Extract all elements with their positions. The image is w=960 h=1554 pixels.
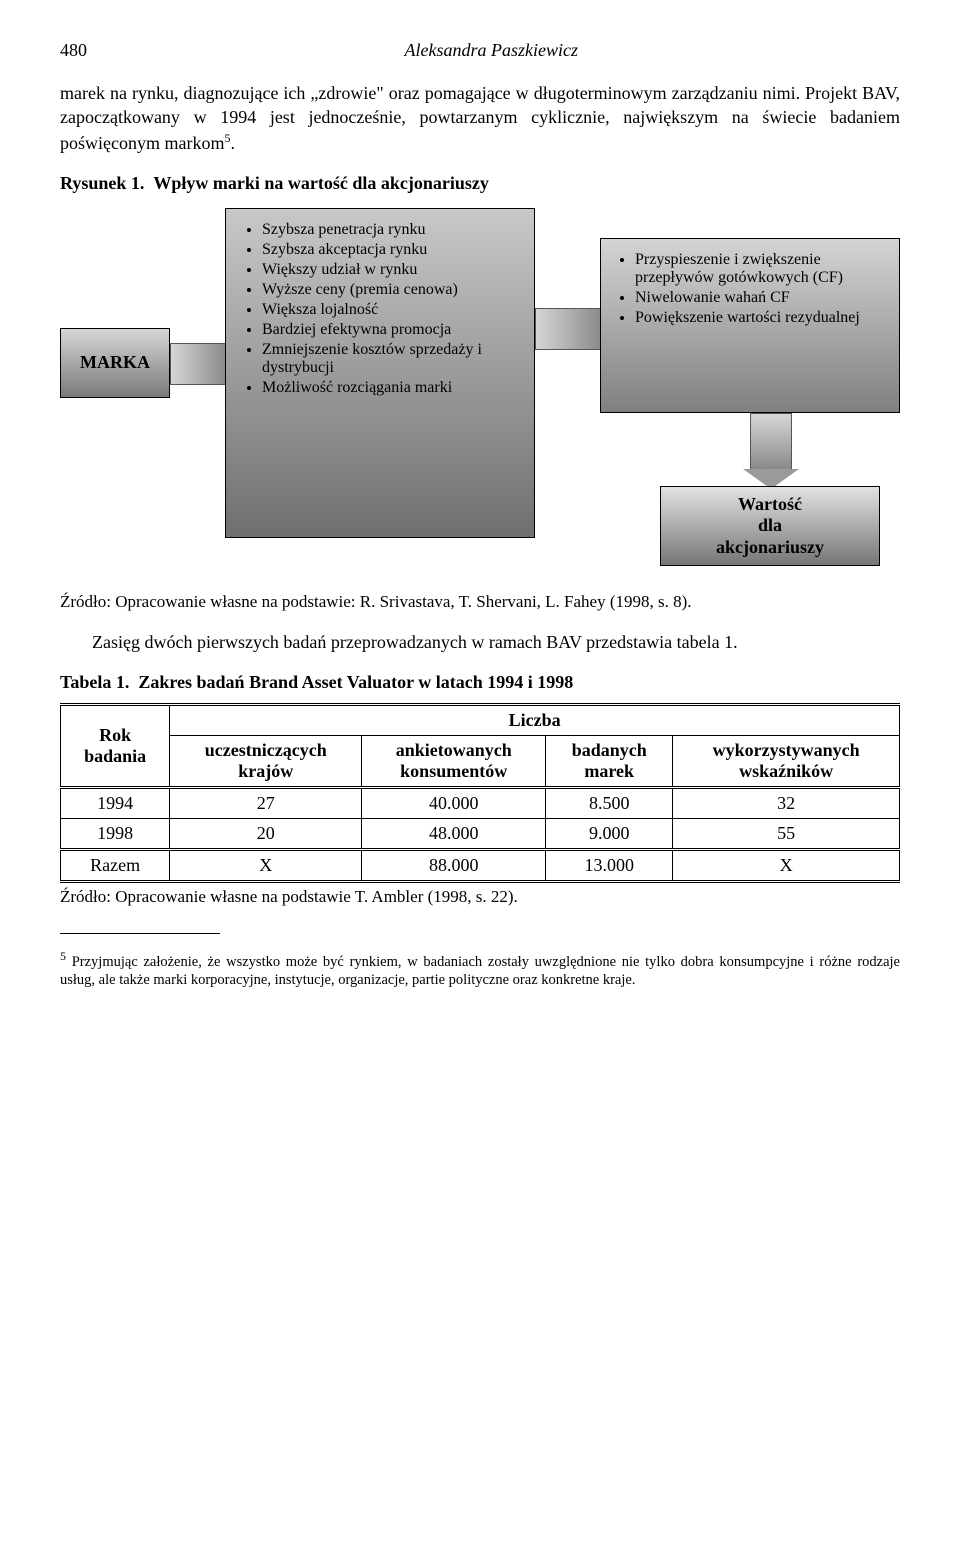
cell: 32 (673, 788, 900, 819)
running-title: Aleksandra Paszkiewicz (405, 40, 578, 61)
running-header: 480 Aleksandra Paszkiewicz (60, 40, 900, 61)
page-number: 480 (60, 40, 87, 61)
effect-item: Większa lojalność (262, 301, 520, 319)
value-line-1: Wartość (738, 494, 802, 516)
para1-text: marek na rynku, diagnozujące ich „zdrowi… (60, 83, 900, 153)
cell: 13.000 (546, 850, 673, 882)
para1-end: . (230, 133, 235, 153)
marka-label: MARKA (80, 352, 150, 373)
cell: X (673, 850, 900, 882)
col2-l2: konsumentów (400, 761, 507, 781)
table-caption: Tabela 1. Zakres badań Brand Asset Valua… (60, 672, 900, 693)
marka-box: MARKA (60, 328, 170, 398)
col4-l1: wykorzystywanych (713, 740, 860, 760)
value-line-3: akcjonariuszy (716, 537, 824, 559)
cell: 88.000 (362, 850, 546, 882)
shareholder-value-box: Wartość dla akcjonariuszy (660, 486, 880, 566)
cell: 8.500 (546, 788, 673, 819)
spanner-cell: Liczba (170, 705, 900, 736)
paragraph-2: Zasięg dwóch pierwszych badań przeprowad… (60, 630, 900, 654)
arrow-marka-to-middle (170, 343, 227, 385)
cashflow-item: Powiększenie wartości rezydualnej (635, 309, 887, 327)
col3-header: badanychmarek (546, 736, 673, 788)
figure-source: Źródło: Opracowanie własne na podstawie:… (60, 592, 900, 612)
effect-item: Zmniejszenie kosztów sprzedaży i dystryb… (262, 341, 520, 377)
table-source: Źródło: Opracowanie własne na podstawie … (60, 887, 900, 907)
brand-value-diagram: MARKA Szybsza penetracja rynku Szybsza a… (60, 208, 900, 578)
col2-l1: ankietowanych (396, 740, 512, 760)
header-spacer (895, 40, 900, 61)
bav-scope-table: Rok badania Liczba uczestniczącychkrajów… (60, 703, 900, 883)
cell: X (170, 850, 362, 882)
col3-l1: badanych (572, 740, 647, 760)
cashflow-list: Przyspieszenie i zwiększenie przepływów … (613, 251, 887, 327)
effects-list: Szybsza penetracja rynku Szybsza akcepta… (240, 221, 520, 397)
value-line-2: dla (758, 515, 782, 537)
footnote-rule (60, 933, 220, 934)
cell: 20 (170, 819, 362, 850)
cashflow-item: Niwelowanie wahań CF (635, 289, 887, 307)
effects-box: Szybsza penetracja rynku Szybsza akcepta… (225, 208, 535, 538)
col4-l2: wskaźników (739, 761, 833, 781)
row-label: 1994 (61, 788, 170, 819)
row-header-l2: badania (84, 746, 146, 766)
footnote-5: 5 Przyjmując założenie, że wszystko może… (60, 949, 900, 991)
cell: 9.000 (546, 819, 673, 850)
col1-header: uczestniczącychkrajów (170, 736, 362, 788)
row-label: 1998 (61, 819, 170, 850)
effect-item: Bardziej efektywna promocja (262, 321, 520, 339)
effect-item: Szybsza akceptacja rynku (262, 241, 520, 259)
col1-l1: uczestniczących (205, 740, 327, 760)
figure-caption: Rysunek 1. Wpływ marki na wartość dla ak… (60, 173, 900, 194)
figure-caption-label: Rysunek 1. (60, 173, 144, 193)
table-header-row-2: uczestniczącychkrajów ankietowanychkonsu… (61, 736, 900, 788)
cashflow-box: Przyspieszenie i zwiększenie przepływów … (600, 238, 900, 413)
cell: 40.000 (362, 788, 546, 819)
col3-l2: marek (584, 761, 634, 781)
table-row-total: Razem X 88.000 13.000 X (61, 850, 900, 882)
cell: 55 (673, 819, 900, 850)
cell: 27 (170, 788, 362, 819)
table-row: 1998 20 48.000 9.000 55 (61, 819, 900, 850)
col2-header: ankietowanychkonsumentów (362, 736, 546, 788)
row-header-cell: Rok badania (61, 705, 170, 788)
table-caption-label: Tabela 1. (60, 672, 129, 692)
arrow-down-to-value (750, 413, 792, 470)
paragraph-1: marek na rynku, diagnozujące ich „zdrowi… (60, 81, 900, 155)
arrow-middle-to-right (535, 308, 602, 350)
effect-item: Szybsza penetracja rynku (262, 221, 520, 239)
row-header-l1: Rok (99, 725, 131, 745)
effect-item: Wyższe ceny (premia cenowa) (262, 281, 520, 299)
table-caption-text: Zakres badań Brand Asset Valuator w lata… (138, 672, 573, 692)
footnote-number: 5 (60, 949, 66, 963)
cell: 48.000 (362, 819, 546, 850)
effect-item: Możliwość rozciągania marki (262, 379, 520, 397)
col1-l2: krajów (238, 761, 293, 781)
cashflow-item: Przyspieszenie i zwiększenie przepływów … (635, 251, 887, 287)
table-header-row-1: Rok badania Liczba (61, 705, 900, 736)
figure-caption-text: Wpływ marki na wartość dla akcjonariuszy (153, 173, 489, 193)
footnote-text: Przyjmując założenie, że wszystko może b… (60, 954, 900, 989)
row-label: Razem (61, 850, 170, 882)
table-row: 1994 27 40.000 8.500 32 (61, 788, 900, 819)
effect-item: Większy udział w rynku (262, 261, 520, 279)
col4-header: wykorzystywanychwskaźników (673, 736, 900, 788)
